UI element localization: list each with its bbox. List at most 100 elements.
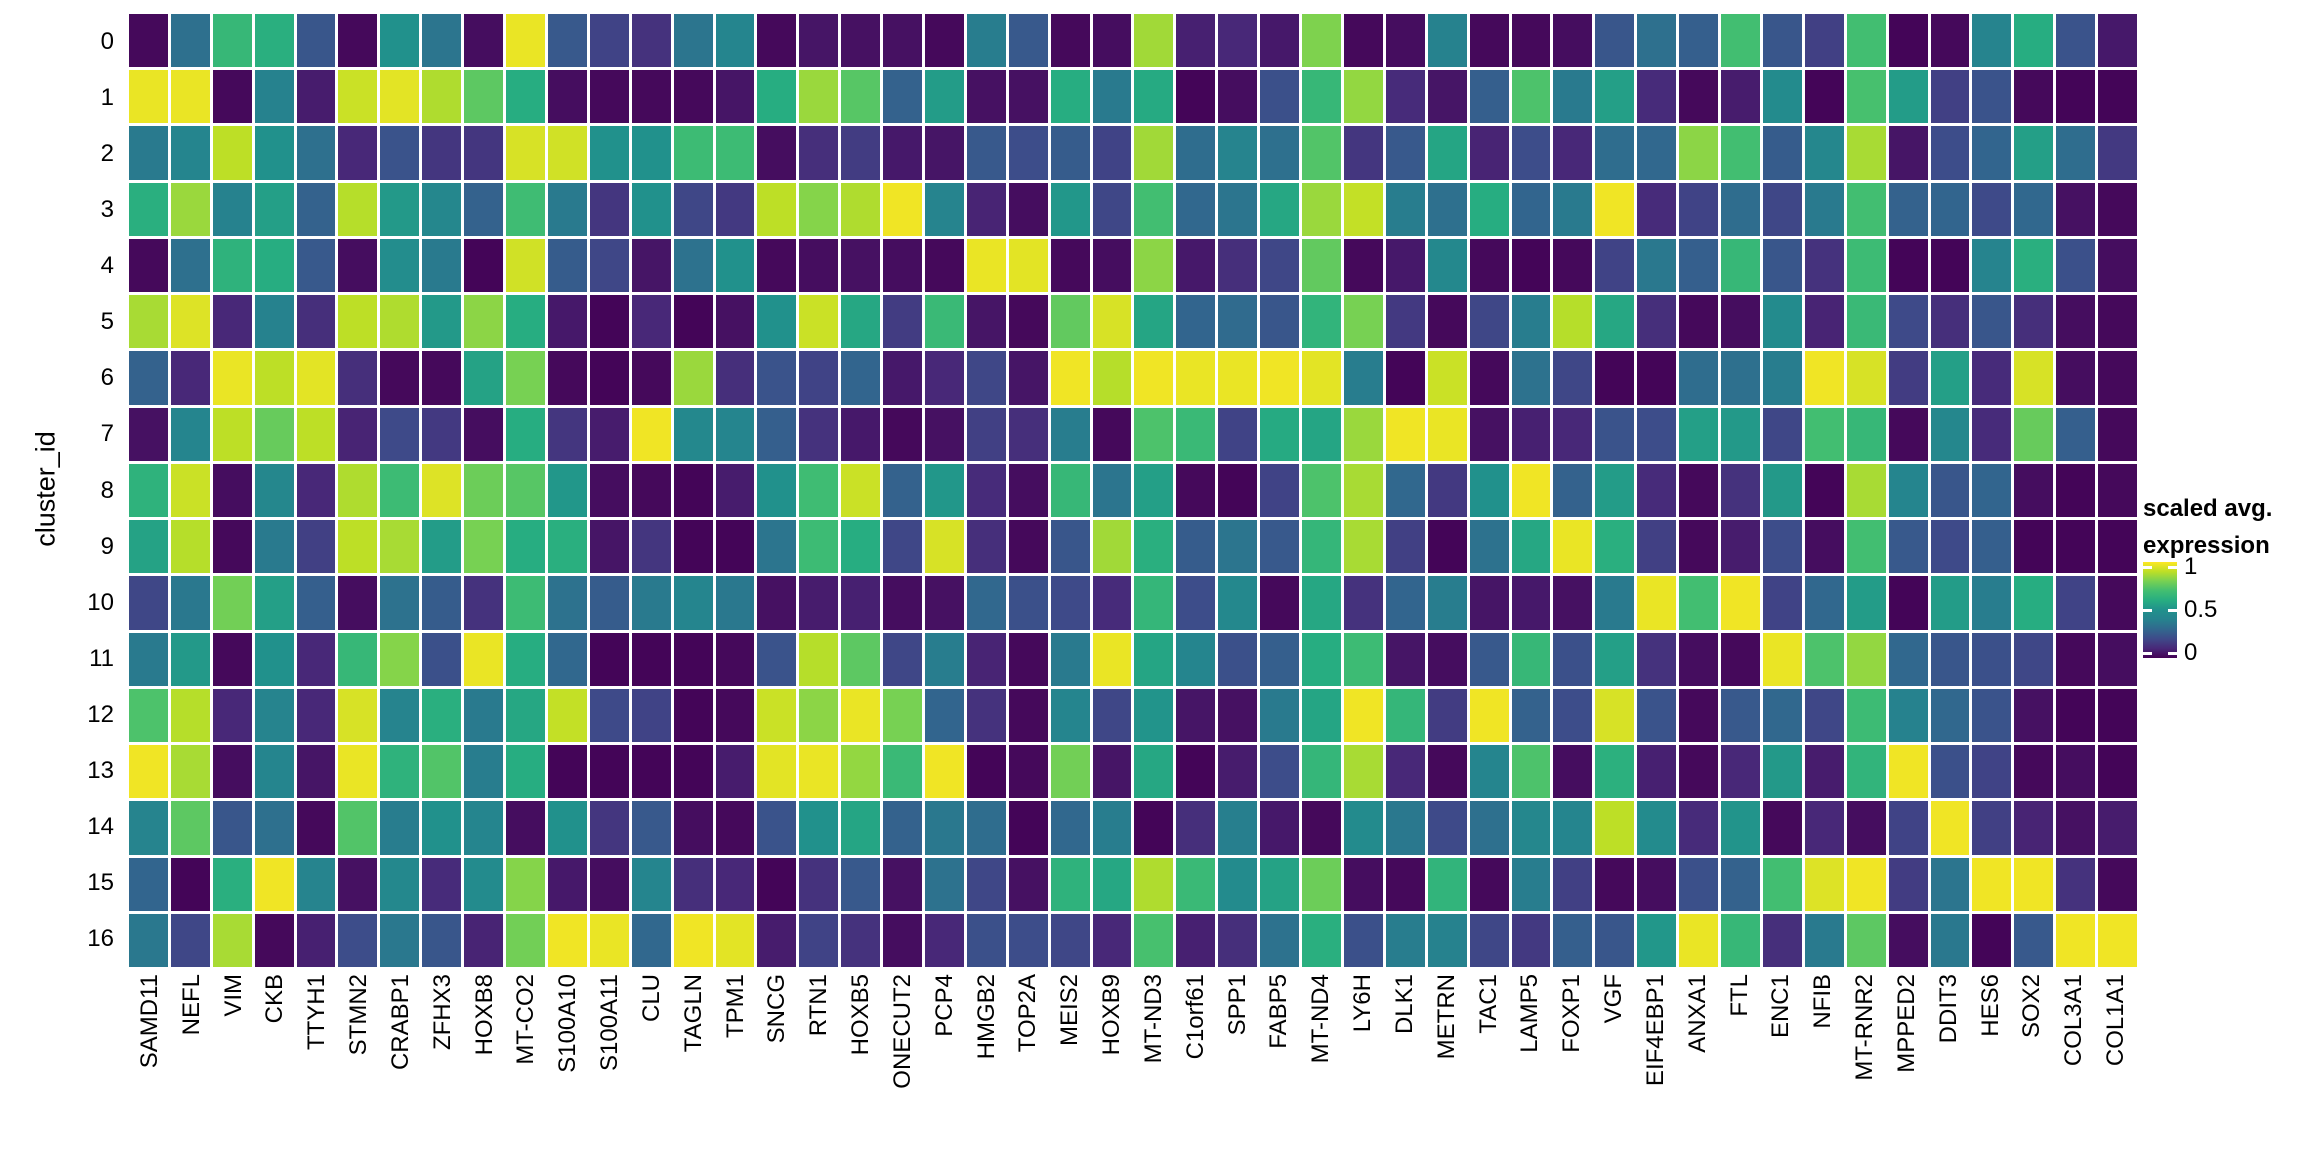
heatmap-cell [1846,913,1886,967]
heatmap-cell [1679,126,1719,180]
heatmap-cell [380,14,420,68]
heatmap-cell [1679,520,1719,574]
heatmap-cell [1385,14,1425,68]
x-tick-label: ENC1 [1767,974,1795,1039]
heatmap-cell [1260,913,1300,967]
heatmap-cell [1972,688,2012,743]
heatmap-cell [799,913,839,967]
heatmap-cell [757,182,797,236]
heatmap-cell [254,520,294,574]
heatmap-cell [673,463,713,518]
heatmap-cell [1846,745,1886,799]
heatmap-cell [589,295,629,349]
heatmap-cell [1218,857,1258,911]
heatmap-cell [589,745,629,799]
heatmap-cell [2098,913,2137,967]
heatmap-cell [1218,520,1258,574]
heatmap-cell [1050,801,1090,855]
x-tick-label: HOXB9 [1098,974,1126,1056]
heatmap-cell [1721,182,1760,236]
heatmap-cell [1762,745,1802,799]
heatmap-cell [506,182,545,236]
heatmap-cell [380,407,420,461]
heatmap-cell [589,407,629,461]
heatmap-cell [631,801,671,855]
heatmap-cell [1092,857,1132,911]
heatmap-cell [1343,407,1383,461]
heatmap-cell [296,632,336,686]
heatmap-cell [1427,295,1467,349]
heatmap-cell [1804,407,1844,461]
heatmap-cell [1679,238,1719,293]
heatmap-cell [1930,238,1970,293]
x-tick-label: TAC1 [1474,974,1502,1034]
heatmap-cell [1804,126,1844,180]
heatmap-cell [715,801,755,855]
heatmap-cell [841,913,881,967]
heatmap-cell [1008,745,1048,799]
heatmap-cell [464,295,504,349]
heatmap-cell [129,745,168,799]
heatmap-cell [799,688,839,743]
heatmap-cell [631,463,671,518]
x-tick-label: CRABP1 [386,974,414,1071]
heatmap-cell [380,576,420,630]
heatmap-cell [1176,688,1216,743]
heatmap-cell [380,463,420,518]
heatmap-cell [2098,857,2137,911]
heatmap-cell [464,463,504,518]
heatmap-cell [506,126,545,180]
heatmap-cell [380,238,420,293]
heatmap-cell [673,801,713,855]
x-tick-label: HES6 [1976,974,2004,1037]
heatmap-cell [506,857,545,911]
heatmap-cell [673,520,713,574]
heatmap-cell [1469,182,1509,236]
heatmap-cell [925,351,964,405]
heatmap-cell [841,520,881,574]
heatmap-cell [1762,351,1802,405]
heatmap-cell [1302,913,1341,967]
heatmap-cell [2014,632,2054,686]
heatmap-cell [1930,520,1970,574]
heatmap-cell [1218,126,1258,180]
heatmap-cell [799,632,839,686]
heatmap-cell [1930,407,1970,461]
heatmap-cell [338,463,378,518]
heatmap-cell [1762,913,1802,967]
heatmap-cell [1218,407,1258,461]
heatmap-cell [631,632,671,686]
heatmap-cell [1427,407,1467,461]
heatmap-cell [1050,126,1090,180]
heatmap-cell [883,70,923,124]
heatmap-cell [589,688,629,743]
heatmap-cell [799,857,839,911]
heatmap-cell [757,913,797,967]
heatmap-cell [1930,801,1970,855]
heatmap-cell [1427,913,1467,967]
heatmap-cell [547,351,587,405]
heatmap-cell [2014,14,2054,68]
heatmap-cell [1260,70,1300,124]
heatmap-cell [1511,126,1551,180]
heatmap-cell [673,14,713,68]
heatmap-cell [966,632,1006,686]
heatmap-cell [1553,14,1593,68]
heatmap-cell [1888,576,1928,630]
heatmap-cell [1092,520,1132,574]
heatmap-cell [1343,14,1383,68]
heatmap-cell [1260,576,1300,630]
heatmap-cell [1553,913,1593,967]
heatmap-cell [883,463,923,518]
x-tick-label: COL3A1 [2060,974,2088,1067]
heatmap-cell [1846,14,1886,68]
heatmap-cell [2098,407,2137,461]
heatmap-cell [338,632,378,686]
heatmap-cell [673,70,713,124]
heatmap-cell [1888,70,1928,124]
heatmap-cell [1804,182,1844,236]
heatmap-cell [547,576,587,630]
heatmap-cell [1008,520,1048,574]
heatmap-cell [1134,70,1174,124]
